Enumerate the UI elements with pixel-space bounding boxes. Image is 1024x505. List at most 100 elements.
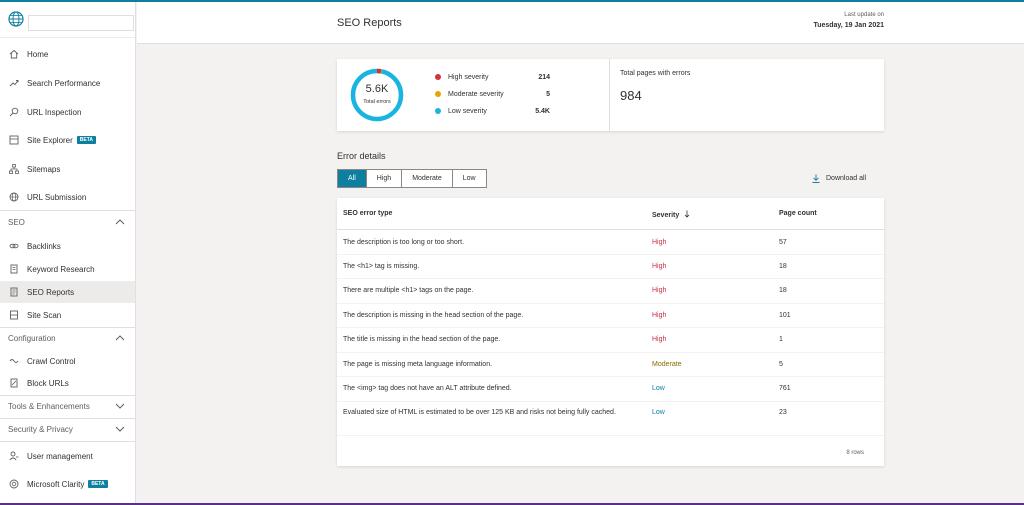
cell-severity: High [652,263,667,270]
sidebar-item-site-explorer[interactable]: Site Explorer BETA [0,129,135,151]
table-row[interactable]: The <img> tag does not have an ALT attri… [337,377,884,402]
block-icon [8,378,19,389]
sidebar-item-label: Home [27,49,49,59]
sidebar-item-label: URL Inspection [27,107,82,117]
column-header-severity[interactable]: Severity [652,210,690,219]
cell-page-count: 18 [779,263,787,270]
divider [0,441,135,442]
sidebar-item-sitemaps[interactable]: Sitemaps [0,158,135,180]
sidebar-item-label: SEO Reports [27,287,75,297]
filter-high-button[interactable]: High [366,170,403,187]
table-row[interactable]: The description is too long or too short… [337,231,884,255]
sidebar-item-crawl-control[interactable]: Crawl Control [0,350,135,372]
legend-moderate: Moderate severity 5 [435,88,550,100]
section-tools-toggle[interactable]: Tools & Enhancements [0,395,135,417]
download-all-button[interactable]: Download all [812,174,866,183]
chevron-down-icon [115,403,125,409]
table-row[interactable]: Evaluated size of HTML is estimated to b… [337,402,884,436]
cell-error-type: The <h1> tag is missing. [343,263,420,270]
error-details-title: Error details [337,151,386,161]
sidebar-header [0,2,135,38]
column-header-page-count[interactable]: Page count [779,210,817,217]
sidebar-item-block-urls[interactable]: Block URLs [0,372,135,394]
sitemap-icon [8,164,19,175]
sidebar-item-label: Microsoft Clarity [27,479,85,489]
sort-down-icon [684,210,690,218]
legend-name: Low severity [448,107,487,115]
clarity-icon [8,479,19,490]
sidebar-item-microsoft-clarity[interactable]: Microsoft Clarity BETA [0,473,135,495]
cell-severity: Low [652,385,665,392]
cell-error-type: The description is too long or too short… [343,239,465,246]
site-selector-input[interactable] [28,15,134,31]
sidebar-item-url-inspection[interactable]: URL Inspection [0,101,135,123]
chevron-down-icon [115,426,125,432]
legend-low: Low severity 5.4K [435,105,550,117]
beta-badge: BETA [76,136,97,144]
search-icon [8,107,19,118]
sidebar-item-label: Crawl Control [27,356,76,366]
filter-moderate-button[interactable]: Moderate [402,170,453,187]
sidebar-item-label: Site Scan [27,310,62,320]
error-table: SEO error type Severity Page count The d… [337,198,884,466]
top-accent-bar [0,0,1024,2]
cell-page-count: 101 [779,312,791,319]
sidebar-item-keyword-research[interactable]: Keyword Research [0,258,135,280]
section-security-label: Security & Privacy [8,424,73,434]
section-security-toggle[interactable]: Security & Privacy [0,418,135,440]
sidebar: Home Search Performance URL Inspection S… [0,2,136,503]
scan-icon [8,310,19,321]
legend-count: 214 [538,73,550,81]
section-seo-toggle[interactable]: SEO [0,211,135,233]
table-row[interactable]: The title is missing in the head section… [337,328,884,353]
sidebar-item-home[interactable]: Home [0,43,135,65]
legend-count: 5 [546,90,550,98]
link-icon [8,241,19,252]
chevron-up-icon [115,219,125,225]
download-all-label: Download all [826,175,867,182]
last-update-date: Tuesday, 19 Jan 2021 [813,22,884,29]
table-row[interactable]: The page is missing meta language inform… [337,353,884,377]
summary-card: 5.6K Total errors High severity 214 Mode… [337,59,884,131]
cell-error-type: Evaluated size of HTML is estimated to b… [343,409,616,416]
cell-error-type: The <img> tag does not have an ALT attri… [343,385,512,392]
moderate-dot-icon [435,91,441,97]
sidebar-item-user-management[interactable]: User management [0,445,135,467]
legend-name: Moderate severity [448,90,504,98]
users-icon [8,451,19,462]
cell-page-count: 57 [779,239,787,246]
globe-icon [8,192,19,203]
legend-count: 5.4K [535,107,550,115]
column-header-severity-label: Severity [652,212,680,219]
divider [0,395,135,396]
bottom-accent-bar [0,503,1024,505]
table-row[interactable]: The <h1> tag is missing. High 18 [337,255,884,279]
filter-all-button[interactable]: All [338,170,367,187]
sidebar-item-seo-reports[interactable]: SEO Reports [0,281,135,303]
filter-low-button[interactable]: Low [452,170,486,187]
sidebar-item-label: Block URLs [27,378,69,388]
sidebar-item-backlinks[interactable]: Backlinks [0,235,135,257]
divider [0,327,135,328]
table-row[interactable]: There are multiple <h1> tags on the page… [337,279,884,304]
last-update-label: Last update on [844,12,884,18]
cell-page-count: 18 [779,287,787,294]
document-icon [8,264,19,275]
column-header-type[interactable]: SEO error type [343,210,393,217]
sidebar-item-label: Site Explorer [27,135,73,145]
cell-severity: High [652,312,667,319]
pages-with-errors-label: Total pages with errors [620,70,691,77]
section-seo-label: SEO [8,217,25,227]
cell-severity: Moderate [652,361,682,368]
trend-icon [8,78,19,89]
sidebar-item-search-performance[interactable]: Search Performance [0,72,135,94]
table-row[interactable]: The description is missing in the head s… [337,304,884,328]
section-configuration-toggle[interactable]: Configuration [0,327,135,349]
page-title: SEO Reports [337,17,402,29]
sidebar-item-site-scan[interactable]: Site Scan [0,304,135,326]
divider [0,418,135,419]
sidebar-item-url-submission[interactable]: URL Submission [0,186,135,208]
cell-severity: High [652,239,667,246]
sidebar-item-label: URL Submission [27,192,87,202]
high-dot-icon [435,74,441,80]
